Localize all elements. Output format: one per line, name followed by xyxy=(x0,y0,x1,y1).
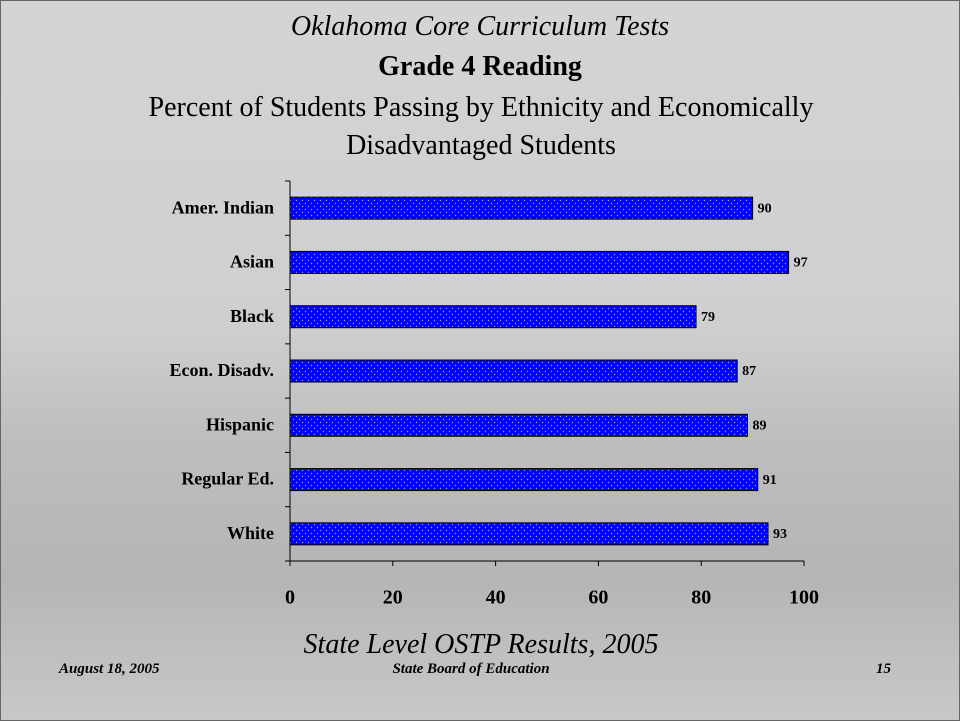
x-tick-label: 80 xyxy=(691,587,711,609)
footer-organization: State Board of Education xyxy=(392,661,550,677)
value-label: 87 xyxy=(742,364,756,379)
bar xyxy=(289,196,754,220)
y-tick-label: Hispanic xyxy=(206,414,274,434)
x-tick-label: 40 xyxy=(486,587,506,609)
bar xyxy=(289,250,790,274)
bar xyxy=(289,305,697,329)
chart-title: Grade 4 Reading xyxy=(378,51,582,82)
footer-date: August 18, 2005 xyxy=(59,661,160,677)
x-tick-label: 20 xyxy=(383,587,403,609)
bar xyxy=(289,522,769,546)
bar xyxy=(289,413,748,437)
subtitle: Percent of Students Passing by Ethnicity… xyxy=(148,92,814,161)
page-number: 15 xyxy=(876,661,891,677)
y-tick-label: Black xyxy=(230,306,274,326)
caption: State Level OSTP Results, 2005 xyxy=(303,629,659,660)
y-tick-label: Amer. Indian xyxy=(172,197,274,217)
y-tick-label: Regular Ed. xyxy=(181,469,274,489)
value-label: 93 xyxy=(773,527,787,542)
supertitle: Oklahoma Core Curriculum Tests xyxy=(290,11,670,42)
y-tick-label: White xyxy=(227,523,274,543)
y-tick-label: Econ. Disadv. xyxy=(169,360,274,380)
bar xyxy=(289,359,738,383)
value-label: 91 xyxy=(763,473,777,488)
y-tick-label: Asian xyxy=(230,252,274,272)
bar xyxy=(289,468,759,492)
value-label: 89 xyxy=(752,419,766,434)
value-label: 90 xyxy=(758,201,772,216)
value-label: 97 xyxy=(794,256,808,271)
x-tick-label: 60 xyxy=(588,587,608,609)
x-tick-label: 0 xyxy=(285,587,295,609)
x-tick-label: 100 xyxy=(789,587,819,609)
value-label: 79 xyxy=(701,310,715,325)
